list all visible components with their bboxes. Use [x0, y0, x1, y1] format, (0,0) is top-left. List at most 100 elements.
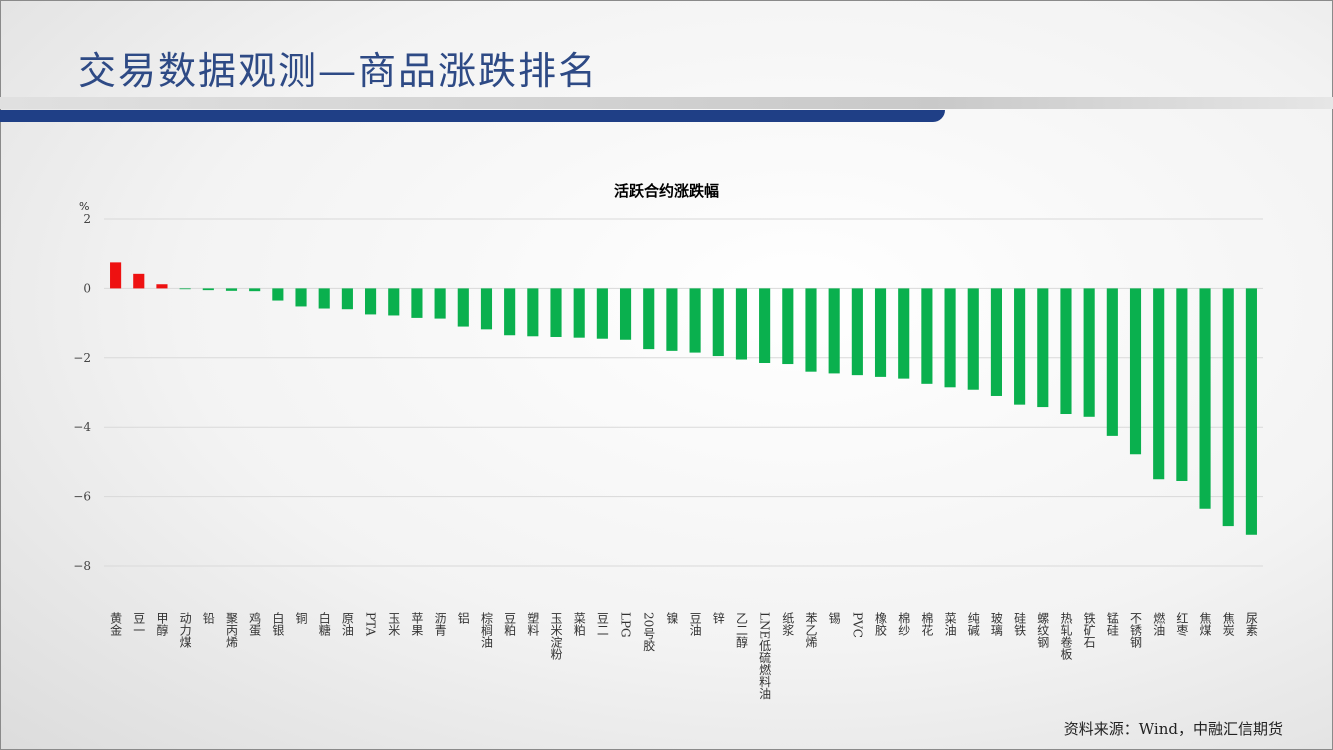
x-tick-label: 铁矿石 [1082, 612, 1096, 648]
x-tick-label: 乙二醇 [734, 612, 748, 648]
bar [133, 273, 145, 289]
bar [666, 288, 678, 351]
x-tick-label: LNE低硫燃料油 [758, 612, 772, 699]
y-tick-label: −8 [73, 559, 91, 573]
x-tick-label: 棉纱 [897, 612, 911, 636]
x-tick-label: 白糖 [317, 611, 331, 637]
x-tick-label: 甲醇 [155, 612, 169, 636]
x-tick-label: 玉米 [387, 612, 401, 636]
bar [272, 288, 284, 301]
x-tick-label: PTA [364, 612, 378, 636]
x-tick-label: 豆一 [132, 612, 146, 636]
bar [1245, 288, 1257, 535]
bar [689, 288, 701, 353]
x-tick-label: 纸浆 [781, 612, 795, 636]
x-tick-label: 棉花 [920, 612, 934, 637]
x-tick-label: 铝 [456, 611, 470, 624]
bar [573, 288, 585, 338]
x-tick-label: 红枣 [1175, 611, 1189, 637]
chart-title: 活跃合约涨跌幅 [613, 182, 719, 200]
x-tick-label: 豆油 [688, 612, 702, 636]
bar [295, 288, 307, 307]
x-tick-label: 玻璃 [989, 612, 1003, 637]
bar [643, 288, 655, 350]
bar [828, 288, 840, 374]
bar [851, 288, 863, 376]
bar [1176, 288, 1188, 481]
x-tick-label: 橡胶 [874, 612, 888, 637]
x-tick-label: 镍 [665, 612, 679, 624]
x-tick-label: 燃油 [1152, 611, 1166, 636]
bar [1222, 288, 1234, 527]
source-note: 资料来源：Wind，中融汇信期货 [1063, 720, 1283, 738]
bar [1037, 288, 1049, 408]
bar [1106, 288, 1118, 436]
x-tick-label: 沥青 [433, 612, 447, 637]
bar [202, 288, 214, 291]
x-tick-label: 苹果 [410, 612, 424, 636]
x-tick-label: 原油 [340, 612, 354, 636]
y-tick-label: 0 [83, 281, 91, 295]
bar [805, 288, 817, 372]
bar [527, 288, 539, 337]
x-tick-label: PVC [850, 612, 864, 638]
y-tick-label: −4 [73, 420, 91, 434]
bar [434, 288, 446, 319]
bar [156, 284, 168, 289]
bar [898, 288, 910, 379]
bar [249, 288, 261, 292]
x-tick-label: 塑料 [526, 611, 540, 636]
x-tick-label: 黄金 [109, 612, 123, 636]
x-tick-label: 铜 [294, 611, 308, 624]
bar [480, 288, 493, 330]
bar [365, 288, 377, 315]
x-tick-label: 铅 [201, 612, 215, 624]
bar [1153, 288, 1165, 480]
bar [596, 288, 608, 339]
bar [874, 288, 887, 377]
bar [1014, 288, 1026, 405]
x-tick-label: 纯碱 [966, 612, 980, 637]
x-tick-label: 动力煤 [178, 612, 192, 648]
bar [967, 288, 979, 390]
bar [318, 288, 330, 309]
bar [921, 288, 933, 384]
x-tick-label: 螺纹钢 [1036, 612, 1050, 648]
x-tick-label: 焦煤 [1198, 612, 1212, 636]
bar [225, 288, 238, 291]
y-tick-label: −6 [73, 490, 91, 504]
bar [619, 288, 632, 340]
bar [1199, 288, 1211, 509]
bar [990, 288, 1002, 396]
x-tick-label: 不锈钢 [1129, 612, 1143, 648]
bar [1083, 288, 1095, 417]
x-tick-label: 菜油 [943, 612, 957, 636]
x-tick-label: 热轧卷板 [1059, 612, 1073, 661]
x-tick-label: 玉米淀粉 [549, 612, 563, 660]
x-tick-label: LPG [619, 612, 633, 638]
bar [457, 288, 469, 327]
bar [388, 288, 400, 316]
bar [1060, 288, 1072, 415]
bar [759, 288, 771, 364]
y-tick-label: 2 [83, 212, 91, 226]
x-tick-label: 鸡蛋 [248, 611, 262, 637]
x-tick-label: 白银 [271, 611, 285, 636]
x-tick-label: 20号胶 [642, 612, 656, 652]
bar [712, 288, 724, 357]
bar [411, 288, 423, 318]
x-tick-label: 菜粕 [572, 612, 586, 636]
header-blue-band [0, 110, 945, 122]
bar [782, 288, 794, 365]
bar [550, 288, 562, 337]
bar [504, 288, 516, 336]
x-tick-label: 锰硅 [1105, 611, 1119, 636]
bar [735, 288, 748, 360]
bar [341, 288, 353, 310]
x-tick-label: 聚丙烯 [224, 612, 238, 648]
bar [110, 262, 122, 289]
header-grey-band [0, 97, 1333, 109]
x-tick-label: 豆粕 [503, 612, 517, 636]
x-tick-label: 锌 [711, 612, 725, 624]
